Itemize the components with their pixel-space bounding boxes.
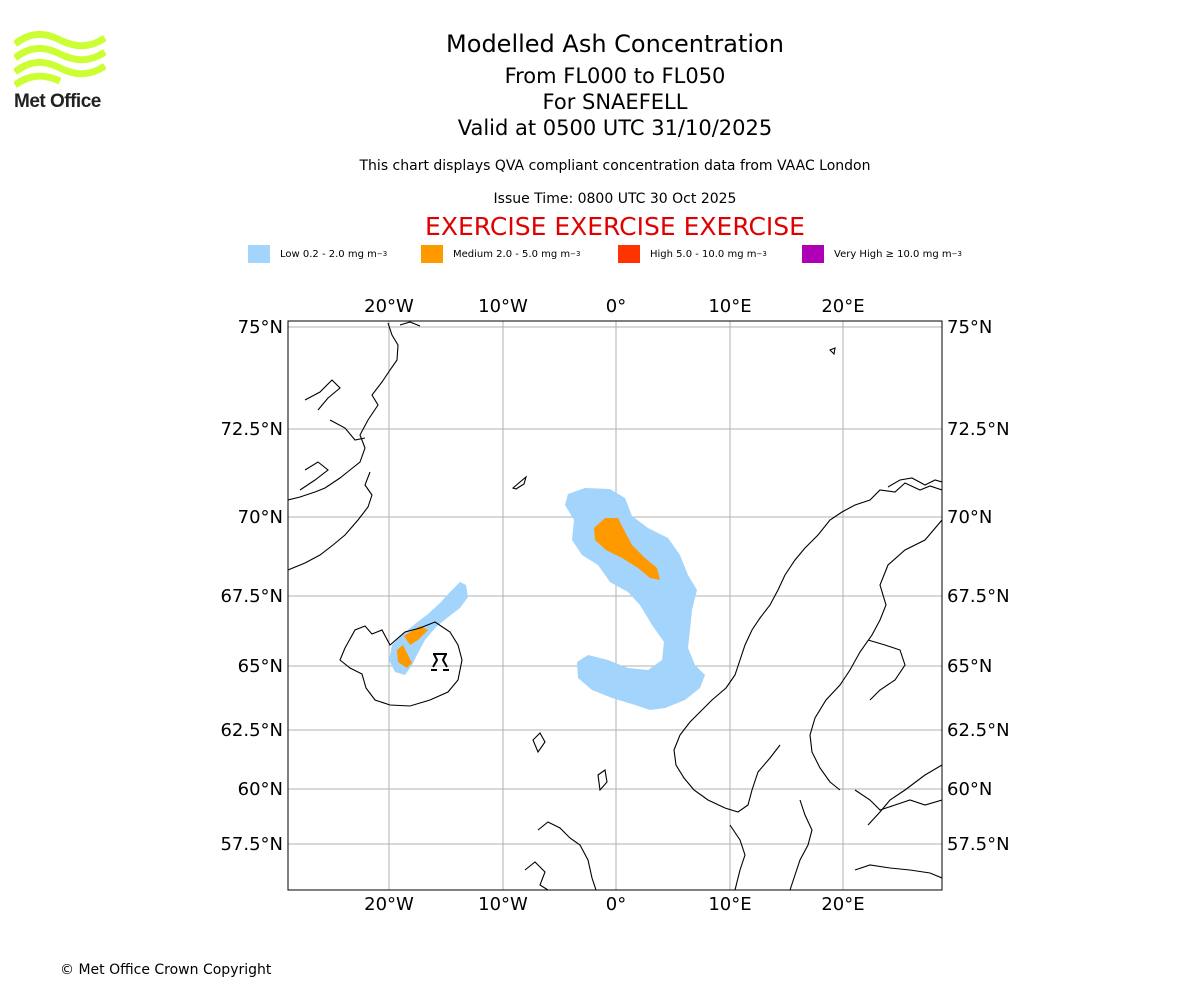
lat-tick-left: 60°N (238, 779, 283, 800)
lat-tick-right: 72.5°N (947, 419, 1010, 440)
lon-tick-top: 10°E (708, 296, 751, 317)
valid-time: Valid at 0500 UTC 31/10/2025 (457, 116, 773, 140)
legend-unit-exp: −3 (376, 250, 388, 258)
lat-tick-left: 70°N (238, 507, 283, 528)
graticule (288, 321, 942, 890)
ash-medium-concentration (397, 518, 660, 668)
legend-swatch-very-high (802, 245, 824, 263)
legend-swatch-medium (421, 245, 443, 263)
legend-swatch-low (248, 245, 270, 263)
legend-label-high: High 5.0 - 10.0 mg m (650, 248, 757, 260)
map-frame (287, 320, 943, 891)
legend-label-medium: Medium 2.0 - 5.0 mg m (453, 248, 571, 260)
exercise-banner: EXERCISE EXERCISE EXERCISE (425, 212, 805, 241)
lat-tick-right: 65°N (947, 656, 992, 677)
lat-tick-left: 67.5°N (220, 586, 283, 607)
lon-tick-top: 0° (606, 296, 626, 317)
coastlines (288, 321, 942, 890)
legend-label-low: Low 0.2 - 2.0 mg m (280, 248, 377, 260)
lon-tick-bottom: 20°E (821, 894, 864, 915)
logo-text: Met Office (14, 91, 101, 112)
legend-unit-exp: −3 (756, 250, 767, 258)
lat-tick-left: 62.5°N (220, 720, 283, 741)
legend-item-medium: Medium 2.0 - 5.0 mg m −3 (421, 244, 580, 264)
lon-tick-bottom: 20°W (364, 894, 414, 915)
ash-low-concentration (389, 488, 705, 710)
met-office-logo (12, 30, 107, 88)
qva-note: This chart displays QVA compliant concen… (359, 158, 871, 174)
flight-level-range: From FL000 to FL050 (504, 64, 726, 88)
lon-tick-top: 20°W (364, 296, 414, 317)
lon-tick-bottom: 0° (606, 894, 626, 915)
lat-tick-right: 75°N (947, 317, 992, 338)
lat-tick-left: 57.5°N (220, 834, 283, 855)
legend-item-high: High 5.0 - 10.0 mg m −3 (618, 244, 767, 264)
lat-tick-left: 75°N (238, 317, 283, 338)
issue-time: Issue Time: 0800 UTC 30 Oct 2025 (493, 191, 737, 207)
legend-label-very-high: Very High ≥ 10.0 mg m (834, 248, 952, 260)
lat-tick-left: 72.5°N (220, 419, 283, 440)
copyright-text: © Met Office Crown Copyright (60, 962, 272, 978)
lon-tick-top: 10°W (478, 296, 528, 317)
legend-unit-exp: −3 (951, 250, 962, 258)
legend-unit-exp: −3 (570, 250, 581, 258)
met-office-waves-icon (12, 31, 107, 88)
legend-swatch-high (618, 245, 640, 263)
volcano-name: For SNAEFELL (542, 90, 688, 114)
lat-tick-right: 57.5°N (947, 834, 1010, 855)
chart-title: Modelled Ash Concentration (446, 30, 784, 58)
lat-tick-right: 70°N (947, 507, 992, 528)
lon-tick-bottom: 10°E (708, 894, 751, 915)
lon-tick-bottom: 10°W (478, 894, 528, 915)
lon-tick-top: 20°E (821, 296, 864, 317)
legend-item-low: Low 0.2 - 2.0 mg m −3 (248, 244, 387, 264)
volcano-icon (431, 653, 449, 671)
legend-item-very-high: Very High ≥ 10.0 mg m −3 (802, 244, 962, 264)
lat-tick-right: 67.5°N (947, 586, 1010, 607)
lat-tick-right: 62.5°N (947, 720, 1010, 741)
lat-tick-left: 65°N (238, 656, 283, 677)
lat-tick-right: 60°N (947, 779, 992, 800)
